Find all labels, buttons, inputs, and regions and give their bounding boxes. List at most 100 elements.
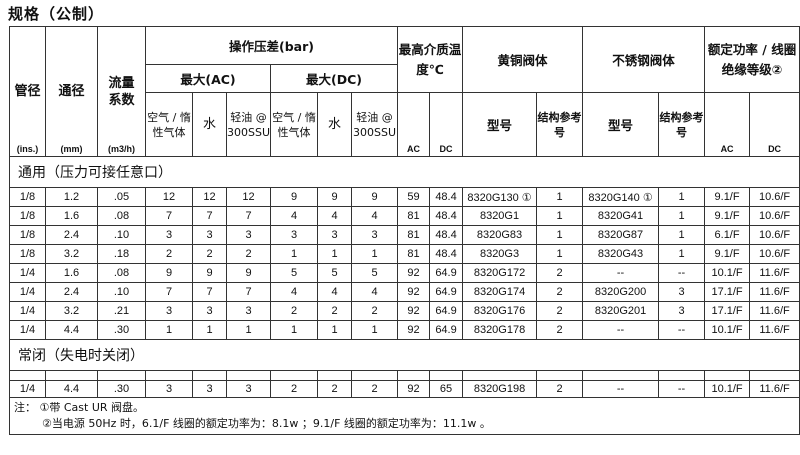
table-cell: -- [658, 320, 706, 340]
spacer-cell [350, 370, 399, 381]
table-row: 1/8 2.4.10 3 3 3 3 3 3 81 48.4 8320G83 1 8320G87 1 6.1… [9, 225, 800, 245]
header-brass: 黄铜阀体 [462, 26, 584, 93]
header-stainless-model: 型号 [582, 92, 660, 157]
table-cell: 1 [270, 320, 318, 340]
table-cell: 3 [145, 225, 193, 245]
table-cell: -- [658, 380, 706, 398]
table-cell: 8320G174 [462, 282, 538, 302]
table-cell: 64.9 [429, 301, 464, 321]
table-cell: 2 [536, 263, 584, 283]
table-cell: 5 [270, 263, 318, 283]
spacer-cell [658, 370, 706, 381]
table-cell: 1 [192, 320, 227, 340]
table-cell: 3 [226, 380, 271, 398]
table-cell: 2.4 [45, 282, 98, 302]
table-cell: 1/4 [9, 380, 46, 398]
table-cell: 92 [397, 282, 431, 302]
header-max-dc: 最大(DC) [269, 64, 399, 93]
table-cell: 10.6/F [749, 225, 800, 245]
header-dc-air: 空气 / 惰性气体 [270, 92, 318, 157]
table-cell: 10.6/F [749, 206, 800, 226]
table-cell: 59 [397, 187, 431, 207]
table-cell: 12 [226, 187, 271, 207]
table-cell: 1 [658, 225, 706, 245]
table-cell: 2.4 [45, 225, 98, 245]
header-pressure: 操作压差(bar) [144, 26, 399, 65]
table-cell: 6.1/F [704, 225, 751, 245]
table-cell: 3 [350, 225, 399, 245]
note-1: ①带 Cast UR 阀盘。 [39, 401, 145, 414]
table-cell: 4 [317, 206, 352, 226]
table-cell: 64.9 [429, 282, 464, 302]
table-cell: 3.2 [45, 301, 98, 321]
header-temp-dc: DC [429, 92, 464, 157]
table-cell: 2 [536, 380, 584, 398]
table-cell: 3 [658, 301, 706, 321]
section-normally-closed: 常闭（失电时关闭） [8, 339, 800, 371]
spacer-cell [749, 370, 800, 381]
table-cell: 9.1/F [704, 187, 751, 207]
header-power-dc: DC [749, 92, 800, 157]
spacer-cell [97, 370, 146, 381]
table-cell: .05 [97, 187, 146, 207]
spacer-cell [270, 370, 318, 381]
table-cell: 10.6/F [749, 244, 800, 264]
table-row: 1/4 1.6.08 9 9 9 5 5 5 92 64.9 8320G172 2 -- -- 10.1/F… [9, 263, 800, 283]
table-cell: 4 [270, 206, 318, 226]
table-cell: 2 [350, 301, 399, 321]
spec-table: 管径 (ins.) 通径 (mm) 流量系数 (m3/h) 操作压差(bar) 最高介… [8, 26, 800, 435]
notes-label: 注： [14, 401, 36, 414]
table-cell: 1.6 [45, 206, 98, 226]
table-cell: 7 [145, 206, 193, 226]
table-cell: 1 [350, 320, 399, 340]
table-cell: 1/8 [9, 244, 46, 264]
spacer-cell [704, 370, 751, 381]
spacer-row [9, 370, 800, 381]
table-cell: 3 [145, 301, 193, 321]
table-cell: 8320G41 [582, 206, 660, 226]
header-pipe-size: 管径 (ins.) [9, 26, 46, 157]
table-cell: 3 [317, 225, 352, 245]
table-row: 1/4 3.2.21 3 3 3 2 2 2 92 64.9 8320G176 2 8320G201 3 1… [9, 301, 800, 321]
header-power-ac: AC [704, 92, 751, 157]
table-cell: .10 [97, 225, 146, 245]
table-row: 1/4 2.4.10 7 7 7 4 4 4 92 64.9 8320G174 2 8320G200 3 1… [9, 282, 800, 302]
table-cell: 4 [350, 282, 399, 302]
table-cell: 1 [270, 244, 318, 264]
table-cell: 4.4 [45, 320, 98, 340]
table-cell: 4.4 [45, 380, 98, 398]
table-cell: 2 [317, 380, 352, 398]
header-orifice: 通径 (mm) [45, 26, 98, 157]
table-cell: 2 [145, 244, 193, 264]
header-brass-model: 型号 [462, 92, 538, 157]
table-cell: 3 [226, 225, 271, 245]
table-cell: 11.6/F [749, 380, 800, 398]
table-cell: 2 [270, 301, 318, 321]
note-2: ②当电源 50Hz 时，6.1/F 线圈的额定功率为：8.1w ；9.1/F 线… [42, 417, 491, 430]
table-cell: .30 [97, 380, 146, 398]
table-cell: 1 [145, 320, 193, 340]
table-cell: 1.2 [45, 187, 98, 207]
table-cell: 1 [317, 320, 352, 340]
table-cell: 48.4 [429, 206, 464, 226]
table-cell: 11.6/F [749, 320, 800, 340]
table-cell: 3 [270, 225, 318, 245]
table-cell: 11.6/F [749, 301, 800, 321]
table-row: 1/4 4.4.30 1 1 1 1 1 1 92 64.9 8320G178 2 -- -- 10.1/F… [9, 320, 800, 340]
table-cell: 10.6/F [749, 187, 800, 207]
table-cell: 8320G176 [462, 301, 538, 321]
table-cell: 5 [350, 263, 399, 283]
table-cell: 1 [536, 225, 584, 245]
table-cell: 1 [317, 244, 352, 264]
table-cell: 2 [270, 380, 318, 398]
spacer-cell [45, 370, 98, 381]
table-cell: 1/8 [9, 206, 46, 226]
table-cell: 1 [226, 320, 271, 340]
table-cell: 10.1/F [704, 263, 751, 283]
table-cell: 12 [145, 187, 193, 207]
table-cell: 7 [226, 282, 271, 302]
table-cell: 64.9 [429, 320, 464, 340]
table-cell: 3 [192, 380, 227, 398]
spacer-cell [317, 370, 352, 381]
table-cell: 81 [397, 225, 431, 245]
